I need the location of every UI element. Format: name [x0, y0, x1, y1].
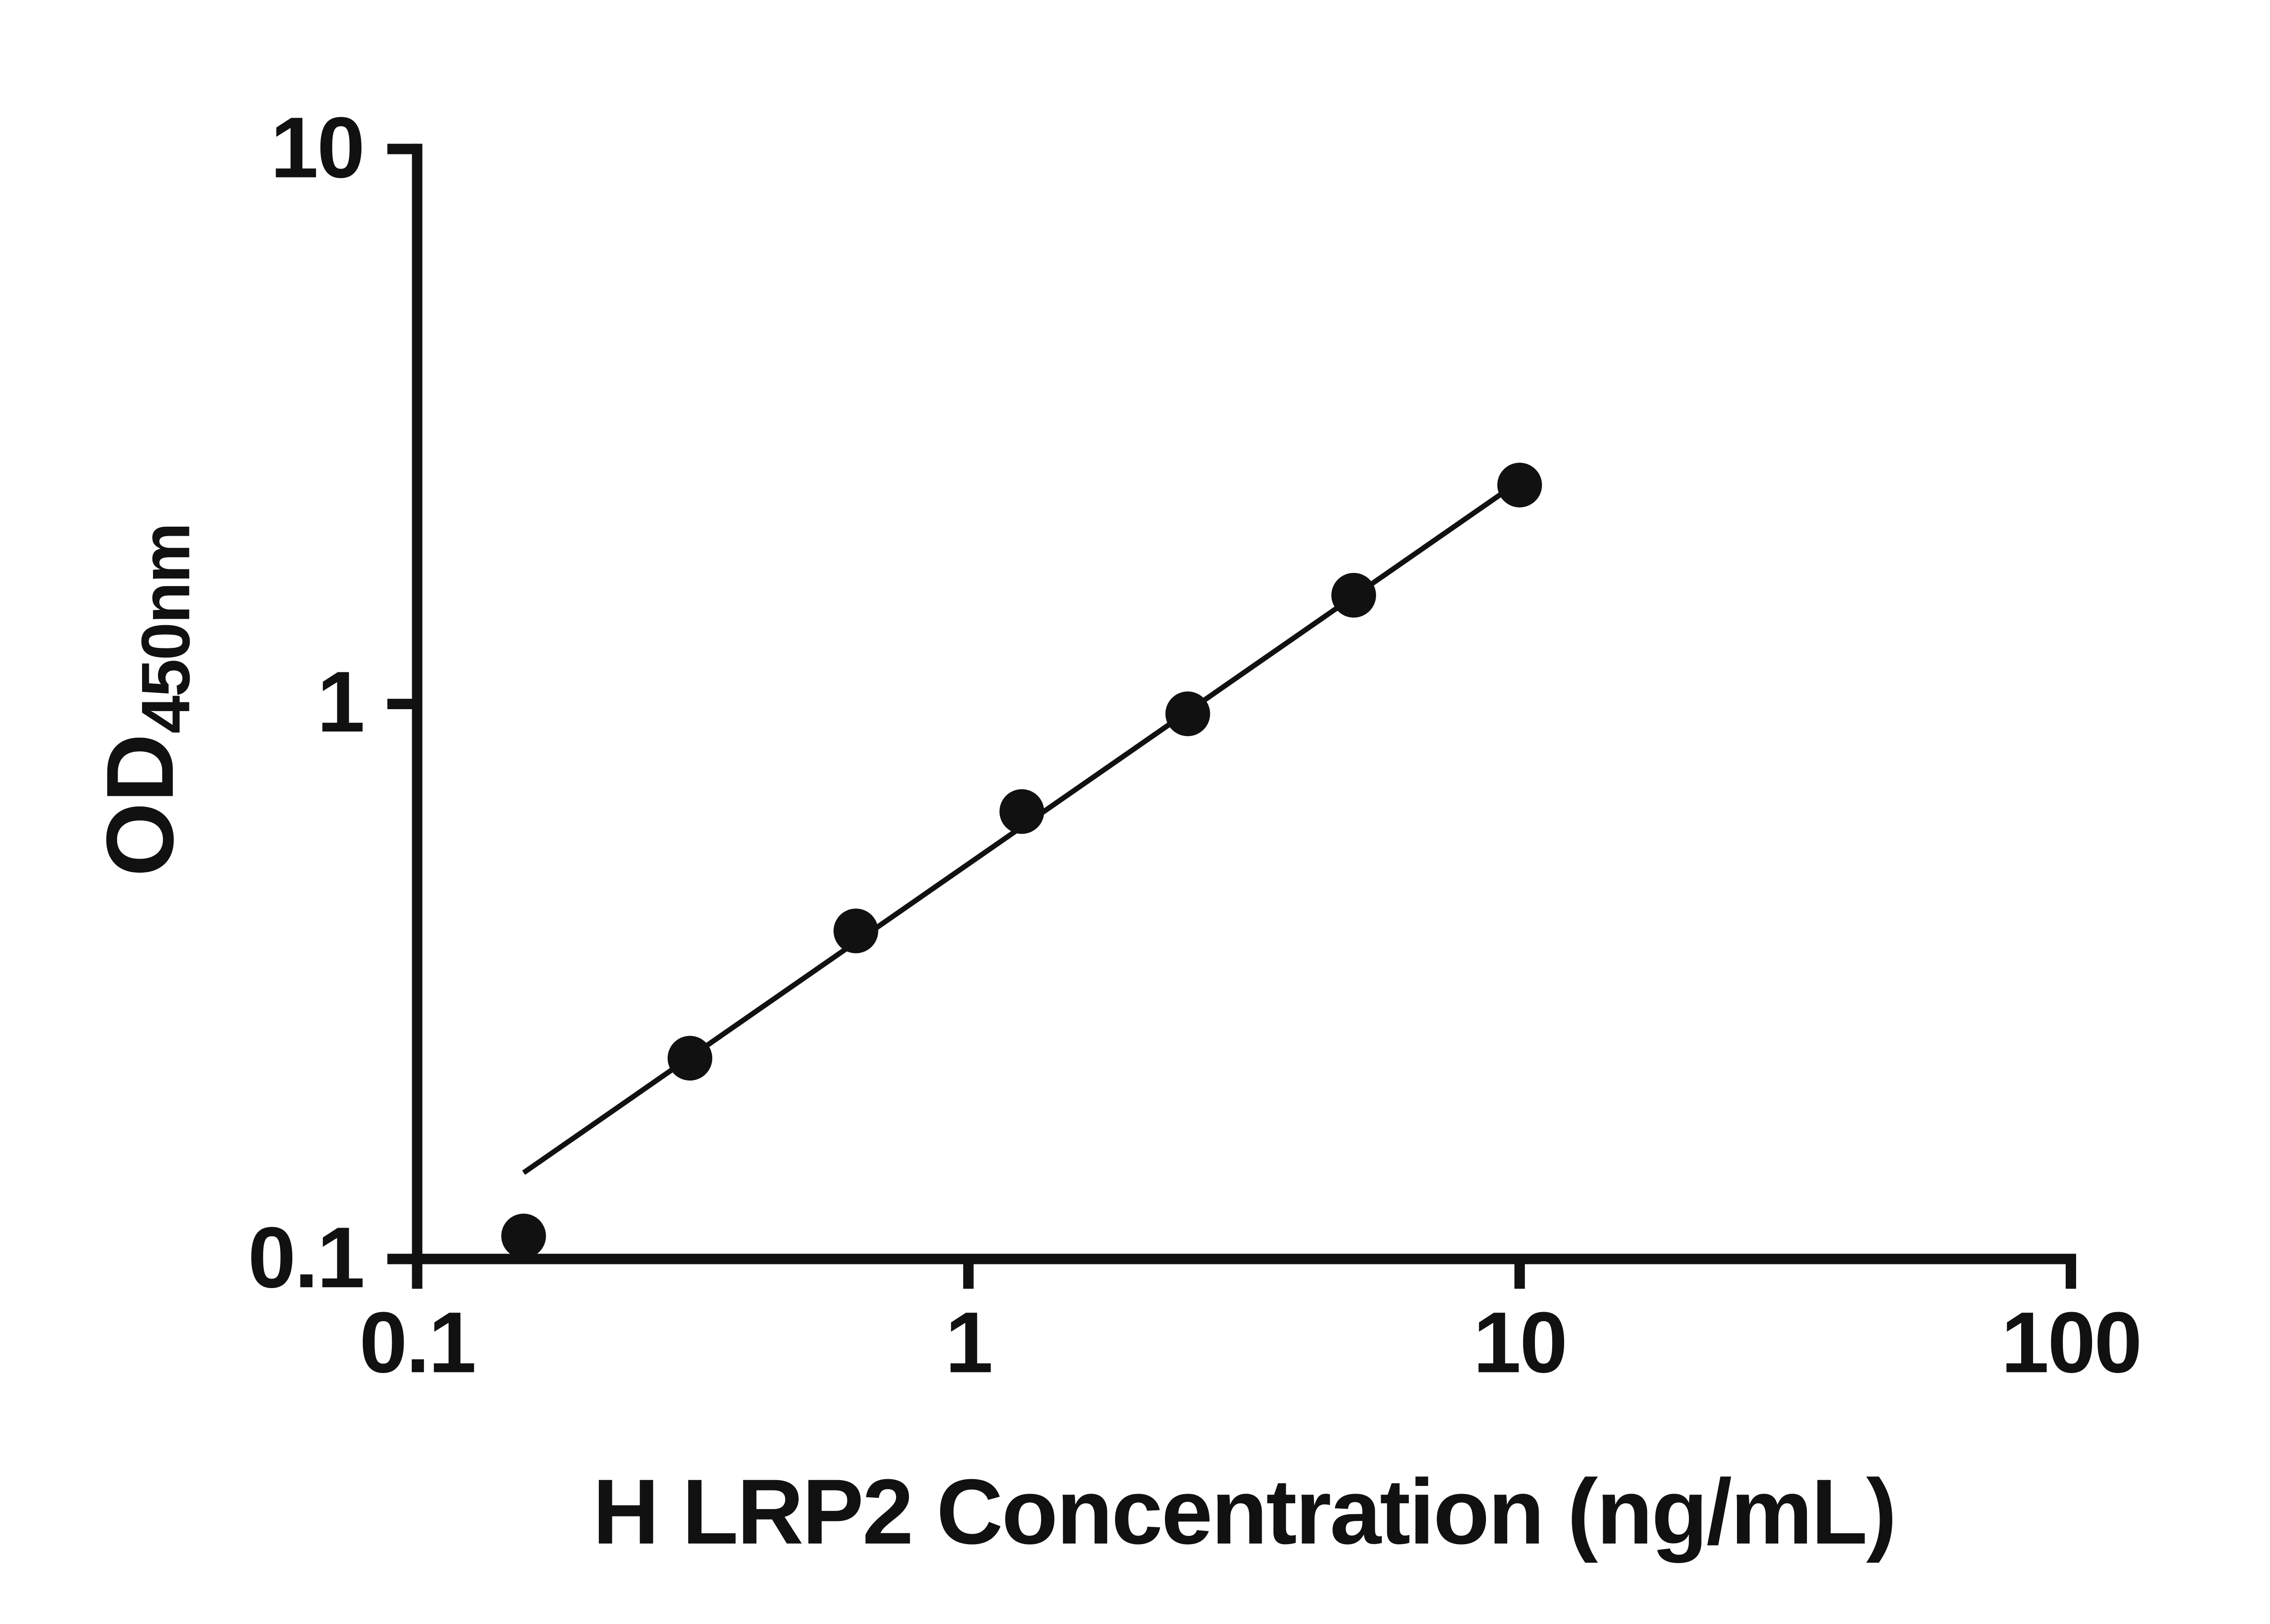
y-axis-title: OD450nm [86, 524, 204, 877]
x-axis-title: H LRP2 Concentration (ng/mL) [592, 1461, 1897, 1565]
data-point [501, 1214, 546, 1259]
data-point [667, 1036, 712, 1081]
data-point [1497, 463, 1542, 508]
y-tick-label: 0.1 [247, 1209, 365, 1307]
y-axis-title-subscript: 450nm [126, 523, 204, 734]
y-tick-label: 10 [270, 99, 365, 197]
x-tick-label: 100 [2001, 1294, 2142, 1392]
x-tick-label: 0.1 [359, 1294, 476, 1392]
data-point [999, 789, 1044, 834]
x-tick-label: 1 [945, 1294, 993, 1392]
y-axis-title-main: OD [86, 733, 194, 877]
y-tick-label: 1 [317, 654, 365, 751]
x-tick-label: 10 [1473, 1294, 1568, 1392]
data-point [1331, 573, 1376, 618]
axis-spines [412, 143, 2076, 1264]
data-point [1165, 691, 1210, 736]
data-point [833, 908, 878, 953]
